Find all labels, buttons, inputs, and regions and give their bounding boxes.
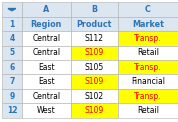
Bar bbox=[2, 89, 22, 103]
Text: A: A bbox=[43, 5, 49, 14]
Bar bbox=[70, 103, 118, 118]
Bar bbox=[118, 46, 178, 60]
Text: West: West bbox=[37, 106, 56, 115]
Text: 6: 6 bbox=[9, 63, 15, 72]
Text: 4: 4 bbox=[9, 34, 15, 43]
Text: East: East bbox=[38, 63, 55, 72]
Text: 1: 1 bbox=[9, 20, 15, 29]
Text: Transp.: Transp. bbox=[134, 63, 162, 72]
Bar bbox=[70, 31, 118, 46]
Bar bbox=[22, 60, 70, 74]
Bar bbox=[70, 46, 118, 60]
Bar bbox=[22, 89, 70, 103]
Bar bbox=[2, 2, 22, 17]
Bar bbox=[70, 74, 118, 89]
Text: Financial: Financial bbox=[131, 77, 165, 86]
Bar bbox=[118, 60, 178, 74]
Bar bbox=[2, 103, 22, 118]
Bar bbox=[70, 89, 118, 103]
Text: Transp.: Transp. bbox=[134, 34, 162, 43]
Bar bbox=[22, 2, 70, 17]
Bar bbox=[2, 17, 22, 31]
Text: 5: 5 bbox=[9, 48, 14, 57]
Text: S109: S109 bbox=[85, 77, 104, 86]
Bar bbox=[22, 74, 70, 89]
Text: 12: 12 bbox=[7, 106, 17, 115]
Text: Product: Product bbox=[77, 20, 112, 29]
Bar bbox=[118, 74, 178, 89]
Bar bbox=[2, 46, 22, 60]
Text: Central: Central bbox=[32, 92, 60, 101]
Text: B: B bbox=[91, 5, 97, 14]
Bar bbox=[118, 2, 178, 17]
Bar bbox=[22, 46, 70, 60]
Text: Region: Region bbox=[31, 20, 62, 29]
Bar bbox=[2, 60, 22, 74]
Bar bbox=[22, 103, 70, 118]
Bar bbox=[2, 31, 22, 46]
Bar bbox=[118, 31, 178, 46]
Polygon shape bbox=[8, 9, 16, 11]
Text: S105: S105 bbox=[85, 63, 104, 72]
Text: Retail: Retail bbox=[137, 106, 159, 115]
Text: 7: 7 bbox=[9, 77, 15, 86]
Bar bbox=[22, 31, 70, 46]
Bar bbox=[70, 17, 118, 31]
Text: S109: S109 bbox=[85, 48, 104, 57]
Bar bbox=[118, 89, 178, 103]
Text: Retail: Retail bbox=[137, 48, 159, 57]
Bar bbox=[118, 17, 178, 31]
Text: Market: Market bbox=[132, 20, 164, 29]
Text: S112: S112 bbox=[85, 34, 104, 43]
Bar bbox=[22, 17, 70, 31]
Text: 9: 9 bbox=[9, 92, 15, 101]
Text: S109: S109 bbox=[85, 106, 104, 115]
Text: Transp.: Transp. bbox=[134, 92, 162, 101]
Text: Central: Central bbox=[32, 34, 60, 43]
Bar bbox=[118, 103, 178, 118]
Bar bbox=[2, 74, 22, 89]
Bar bbox=[70, 60, 118, 74]
Bar bbox=[70, 2, 118, 17]
Text: S102: S102 bbox=[85, 92, 104, 101]
Text: Central: Central bbox=[32, 48, 60, 57]
Text: East: East bbox=[38, 77, 55, 86]
Text: C: C bbox=[145, 5, 151, 14]
